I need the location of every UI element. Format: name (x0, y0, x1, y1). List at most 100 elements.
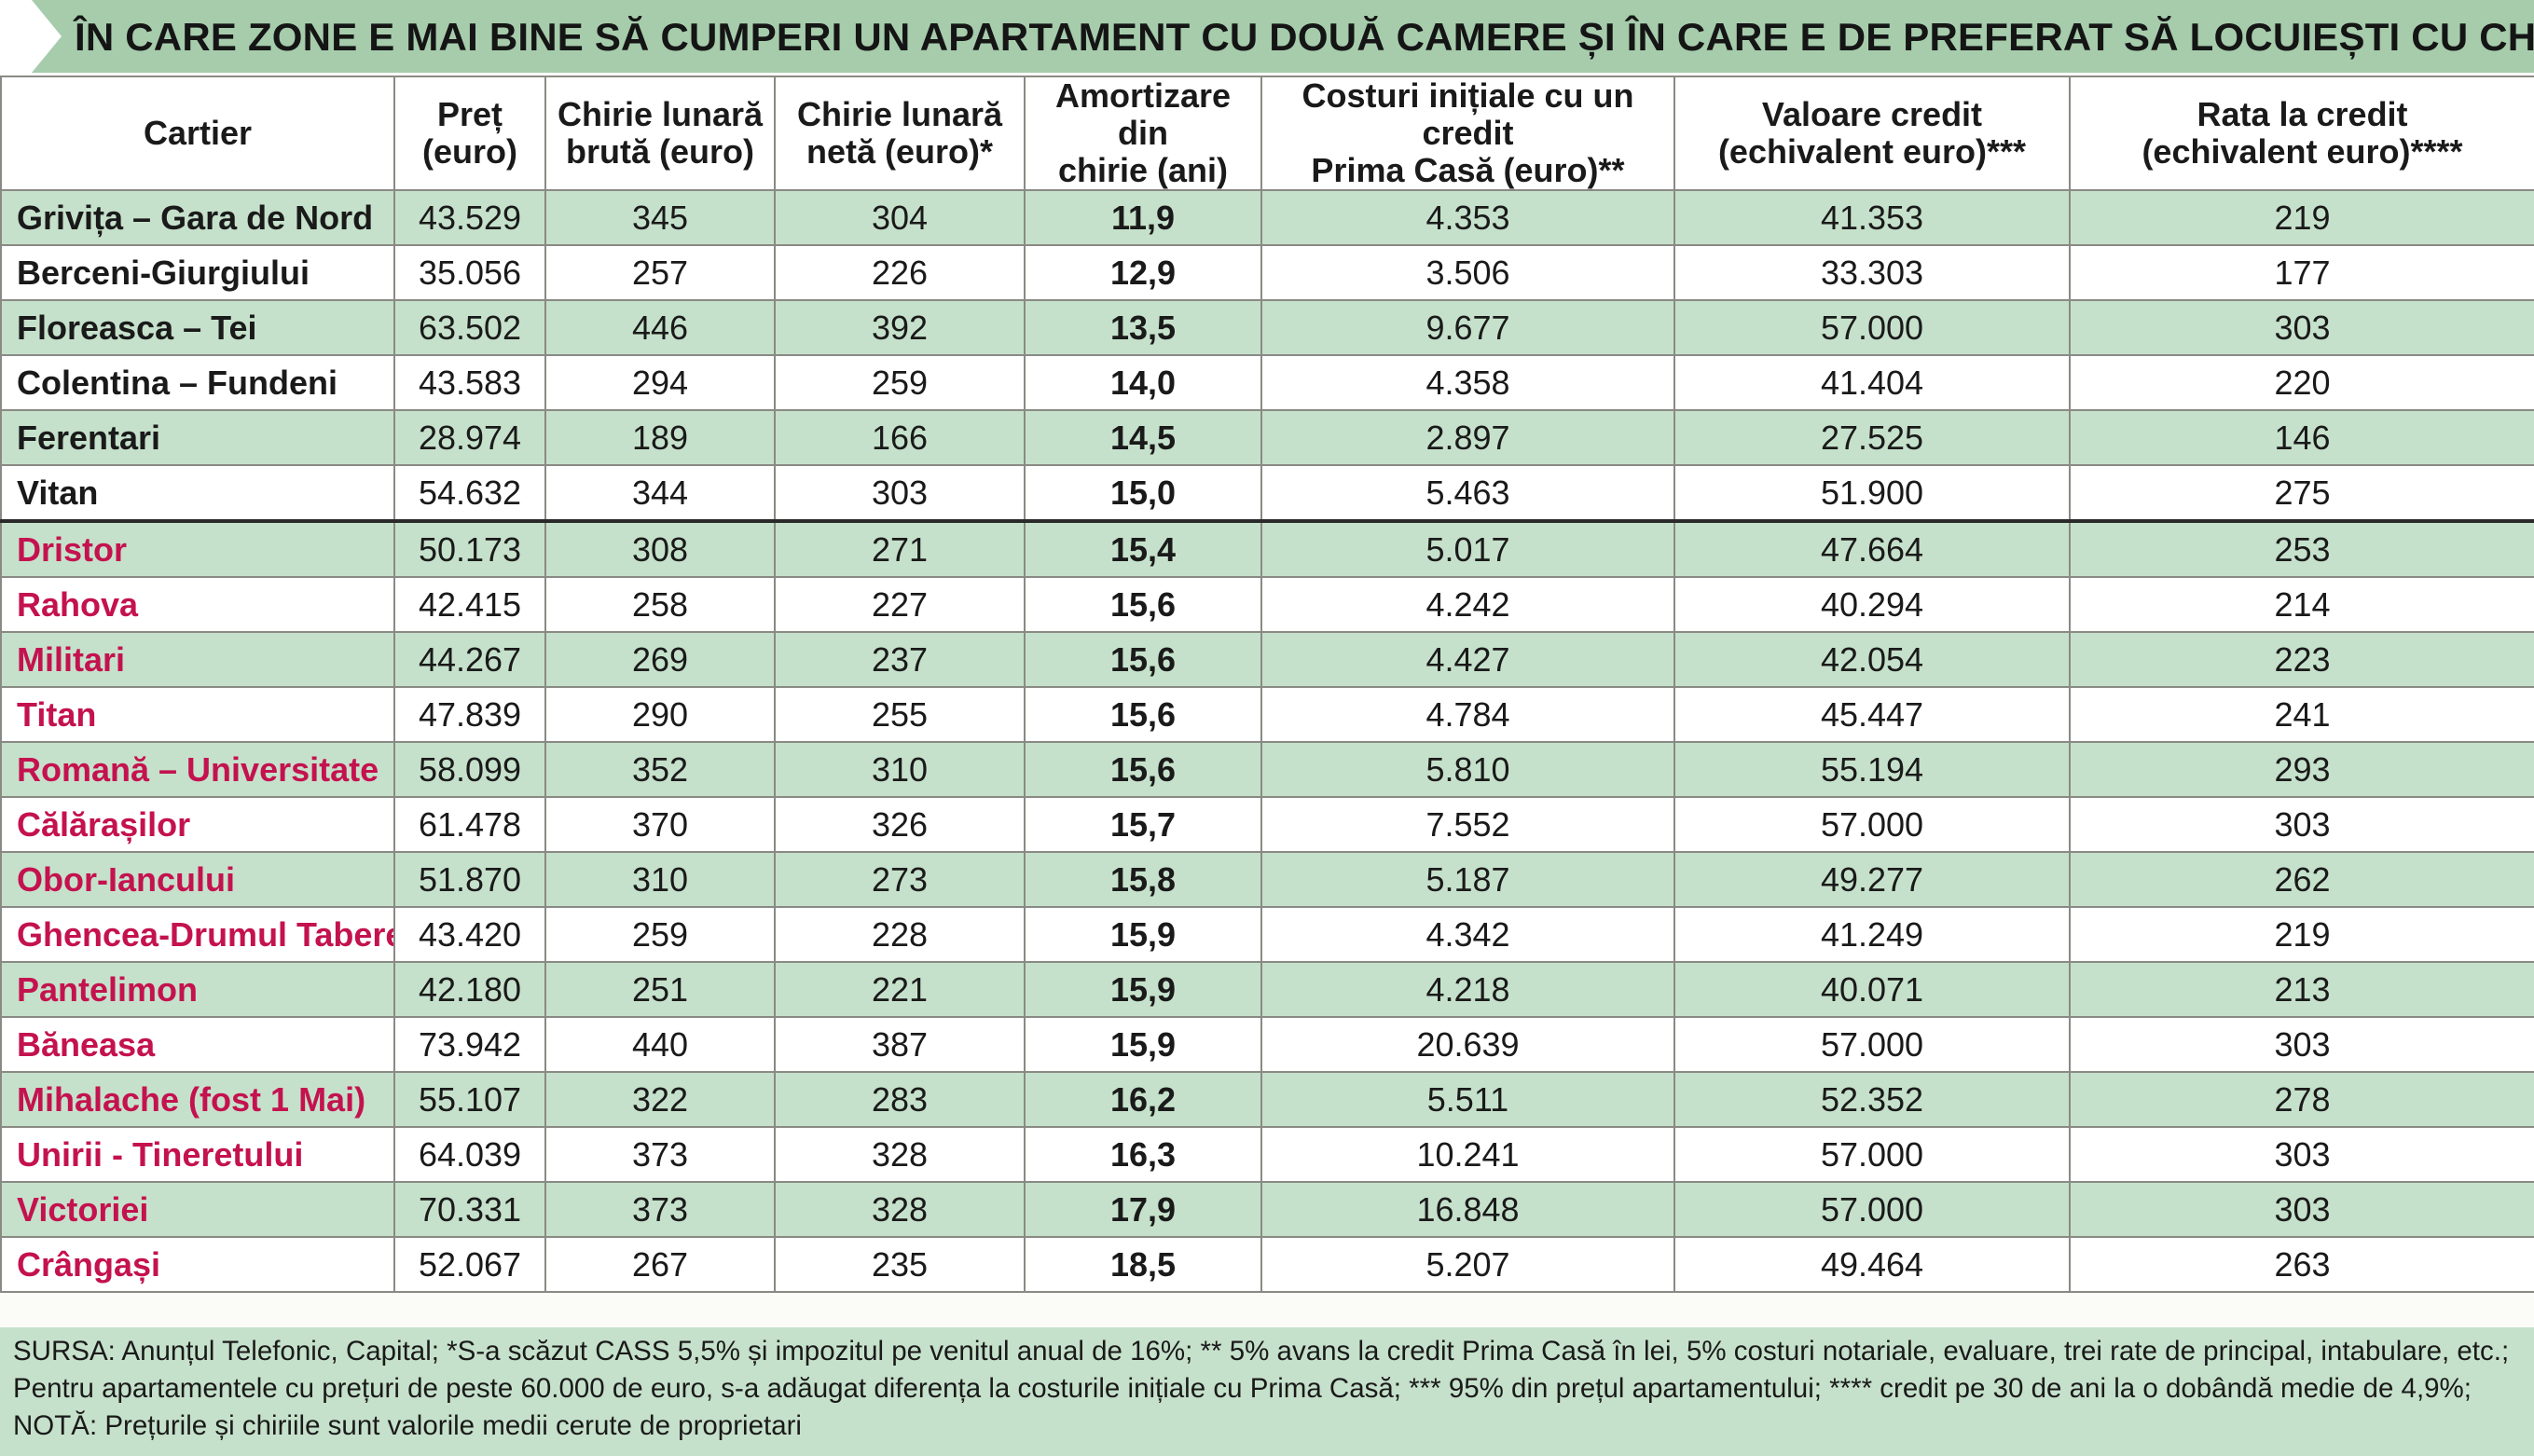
valoare-cell: 52.352 (1673, 1071, 2071, 1128)
valoare-cell: 47.664 (1673, 520, 2071, 578)
amortizare-cell: 17,9 (1024, 1181, 1262, 1238)
amortizare-cell: 11,9 (1024, 189, 1262, 246)
costuri-cell: 20.639 (1260, 1016, 1675, 1073)
table-row: Obor-Iancului 51.870 310 273 15,8 5.187 … (0, 851, 2534, 908)
amortizare-cell: 15,9 (1024, 961, 1262, 1018)
pret-cell: 54.632 (393, 464, 546, 523)
pret-cell: 42.415 (393, 576, 546, 633)
table-row: Floreasca – Tei 63.502 446 392 13,5 9.67… (0, 299, 2534, 356)
chirie-bruta-cell: 310 (544, 851, 776, 908)
pret-cell: 28.974 (393, 409, 546, 466)
table-row: Romană – Universitate 58.099 352 310 15,… (0, 741, 2534, 798)
cartier-cell: Rahova (0, 576, 395, 633)
chirie-neta-cell: 228 (774, 906, 1026, 963)
costuri-cell: 7.552 (1260, 796, 1675, 853)
amortizare-cell: 16,2 (1024, 1071, 1262, 1128)
chirie-neta-cell: 328 (774, 1181, 1026, 1238)
chirie-neta-cell: 303 (774, 464, 1026, 523)
chirie-neta-cell: 166 (774, 409, 1026, 466)
table-row: Ghencea-Drumul Taberei 43.420 259 228 15… (0, 906, 2534, 963)
cartier-cell: Pantelimon (0, 961, 395, 1018)
pret-cell: 61.478 (393, 796, 546, 853)
title-bar: ÎN CARE ZONE E MAI BINE SĂ CUMPERI UN AP… (0, 0, 2534, 76)
table-row: Crângași 52.067 267 235 18,5 5.207 49.46… (0, 1236, 2534, 1293)
valoare-cell: 49.464 (1673, 1236, 2071, 1293)
rata-cell: 303 (2069, 299, 2534, 356)
cartier-cell: Mihalache (fost 1 Mai) (0, 1071, 395, 1128)
valoare-cell: 41.353 (1673, 189, 2071, 246)
chirie-bruta-cell: 373 (544, 1126, 776, 1183)
amortizare-cell: 16,3 (1024, 1126, 1262, 1183)
rata-cell: 177 (2069, 244, 2534, 301)
table-row: Titan 47.839 290 255 15,6 4.784 45.447 2… (0, 686, 2534, 743)
chirie-neta-cell: 235 (774, 1236, 1026, 1293)
amortizare-cell: 14,0 (1024, 354, 1262, 411)
amortizare-cell: 15,6 (1024, 686, 1262, 743)
pret-cell: 42.180 (393, 961, 546, 1018)
costuri-cell: 4.218 (1260, 961, 1675, 1018)
rata-cell: 278 (2069, 1071, 2534, 1128)
valoare-cell: 49.277 (1673, 851, 2071, 908)
costuri-cell: 4.427 (1260, 631, 1675, 688)
rata-cell: 303 (2069, 1181, 2534, 1238)
rata-cell: 293 (2069, 741, 2534, 798)
table-row: Grivița – Gara de Nord 43.529 345 304 11… (0, 189, 2534, 246)
valoare-cell: 27.525 (1673, 409, 2071, 466)
chirie-neta-cell: 237 (774, 631, 1026, 688)
chirie-bruta-cell: 322 (544, 1071, 776, 1128)
table-row: Pantelimon 42.180 251 221 15,9 4.218 40.… (0, 961, 2534, 1018)
amortizare-cell: 15,6 (1024, 631, 1262, 688)
table-row: Călărașilor 61.478 370 326 15,7 7.552 57… (0, 796, 2534, 853)
costuri-cell: 4.353 (1260, 189, 1675, 246)
chirie-bruta-cell: 446 (544, 299, 776, 356)
costuri-cell: 4.342 (1260, 906, 1675, 963)
chirie-neta-cell: 328 (774, 1126, 1026, 1183)
pret-cell: 43.420 (393, 906, 546, 963)
costuri-cell: 5.207 (1260, 1236, 1675, 1293)
table-row: Băneasa 73.942 440 387 15,9 20.639 57.00… (0, 1016, 2534, 1073)
chirie-neta-cell: 221 (774, 961, 1026, 1018)
header-chirie-neta: Chirie lunară netă (euro)* (774, 76, 1026, 191)
costuri-cell: 5.017 (1260, 520, 1675, 578)
chirie-bruta-cell: 290 (544, 686, 776, 743)
rata-cell: 275 (2069, 464, 2534, 523)
chirie-neta-cell: 271 (774, 520, 1026, 578)
cartier-cell: Băneasa (0, 1016, 395, 1073)
chirie-bruta-cell: 373 (544, 1181, 776, 1238)
table-row: Mihalache (fost 1 Mai) 55.107 322 283 16… (0, 1071, 2534, 1128)
rata-cell: 213 (2069, 961, 2534, 1018)
amortizare-cell: 15,9 (1024, 1016, 1262, 1073)
amortizare-cell: 15,7 (1024, 796, 1262, 853)
cartier-cell: Obor-Iancului (0, 851, 395, 908)
pret-cell: 47.839 (393, 686, 546, 743)
chirie-bruta-cell: 259 (544, 906, 776, 963)
valoare-cell: 42.054 (1673, 631, 2071, 688)
table-row: Berceni-Giurgiului 35.056 257 226 12,9 3… (0, 244, 2534, 301)
costuri-cell: 4.784 (1260, 686, 1675, 743)
header-rata: Rata la credit (echivalent euro)**** (2069, 76, 2534, 191)
costuri-cell: 4.242 (1260, 576, 1675, 633)
pret-cell: 58.099 (393, 741, 546, 798)
amortizare-cell: 15,9 (1024, 906, 1262, 963)
chirie-bruta-cell: 345 (544, 189, 776, 246)
chirie-bruta-cell: 352 (544, 741, 776, 798)
valoare-cell: 55.194 (1673, 741, 2071, 798)
table-row: Victoriei 70.331 373 328 17,9 16.848 57.… (0, 1181, 2534, 1238)
pret-cell: 73.942 (393, 1016, 546, 1073)
pret-cell: 70.331 (393, 1181, 546, 1238)
cartier-cell: Călărașilor (0, 796, 395, 853)
costuri-cell: 5.187 (1260, 851, 1675, 908)
table-row: Vitan 54.632 344 303 15,0 5.463 51.900 2… (0, 464, 2534, 523)
chirie-bruta-cell: 267 (544, 1236, 776, 1293)
valoare-cell: 57.000 (1673, 1126, 2071, 1183)
amortizare-cell: 13,5 (1024, 299, 1262, 356)
page-title: ÎN CARE ZONE E MAI BINE SĂ CUMPERI UN AP… (75, 15, 2534, 59)
cartier-cell: Militari (0, 631, 395, 688)
amortizare-cell: 15,4 (1024, 520, 1262, 578)
rata-cell: 214 (2069, 576, 2534, 633)
chirie-bruta-cell: 440 (544, 1016, 776, 1073)
rata-cell: 303 (2069, 1126, 2534, 1183)
chirie-bruta-cell: 189 (544, 409, 776, 466)
rata-cell: 263 (2069, 1236, 2534, 1293)
chirie-neta-cell: 310 (774, 741, 1026, 798)
